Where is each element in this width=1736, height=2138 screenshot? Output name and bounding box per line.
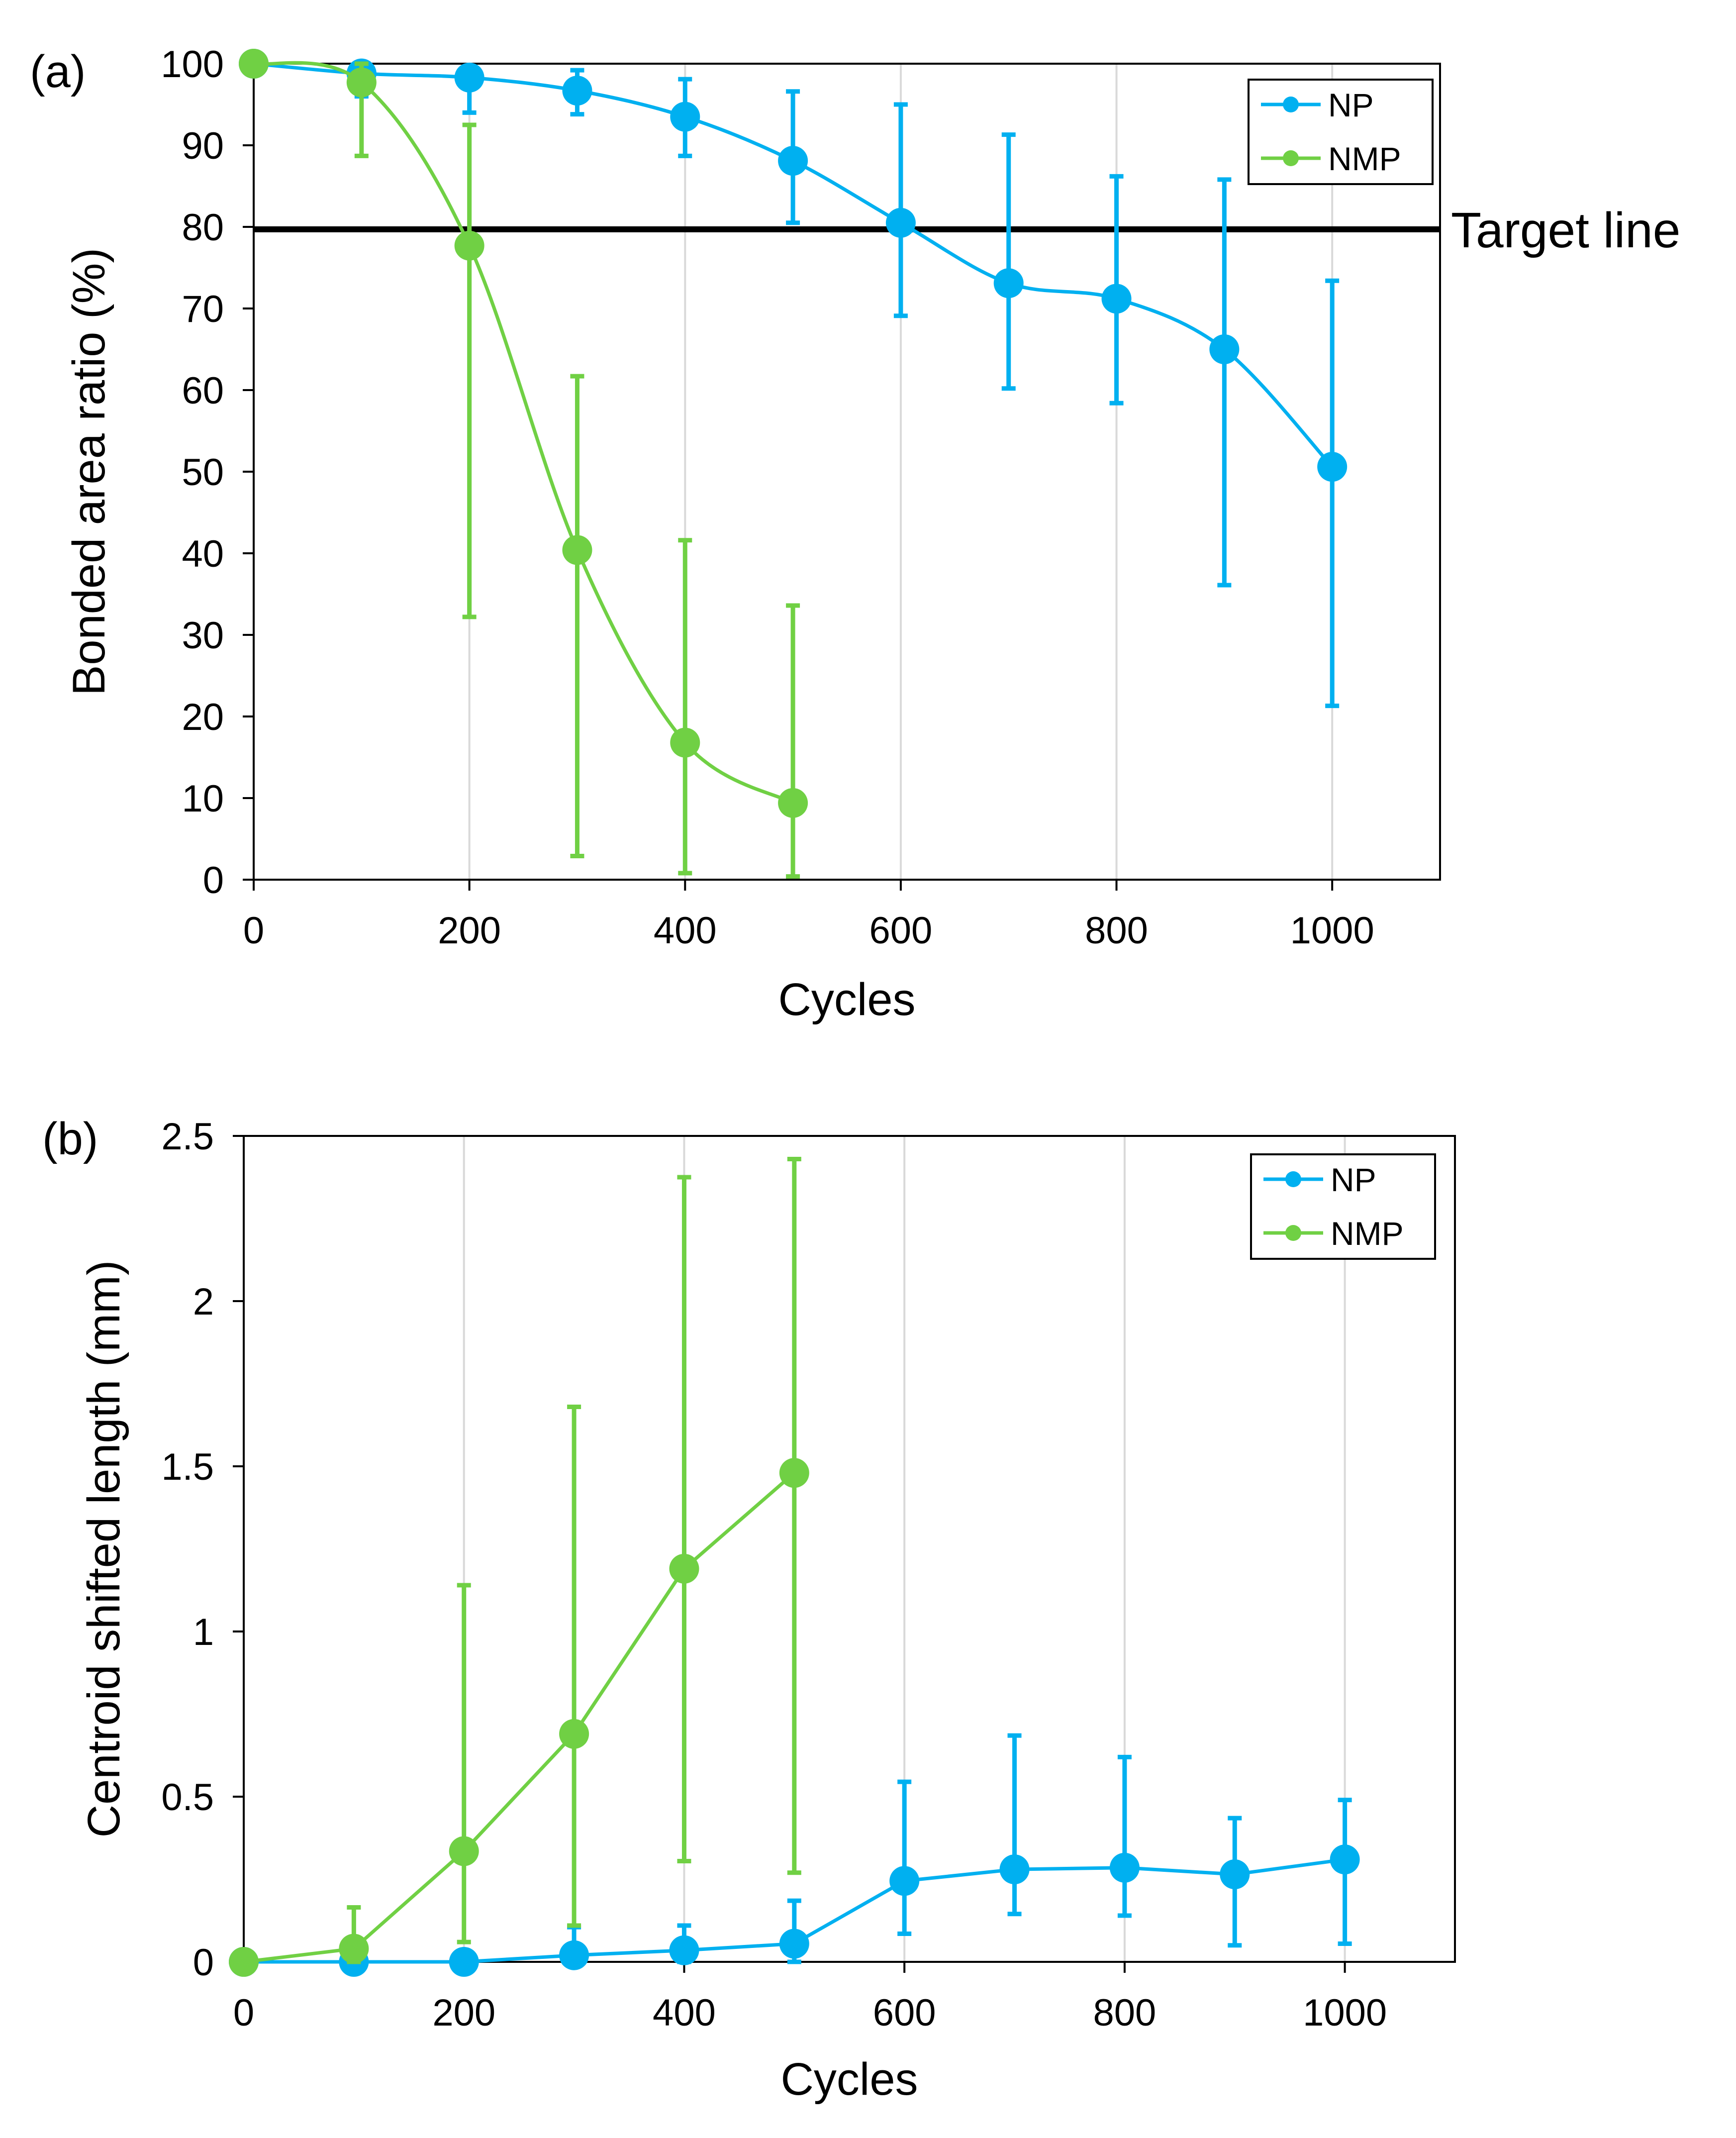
series-nmp [229,1156,809,1977]
y-tick-label: 20 [182,696,224,738]
legend-label-nmp: NMP [1331,1215,1404,1252]
y-tick-label: 1.5 [161,1446,214,1488]
legend-swatch-marker [1283,97,1299,112]
x-tick-label: 600 [869,910,933,952]
data-point [239,49,269,79]
panel-a-label: (a) [30,46,86,97]
panel-b-x-tick-labels: 0 200 400 600 800 1000 [233,1992,1387,2034]
y-tick-label: 90 [182,125,224,167]
data-point [670,102,700,132]
legend-box [1250,1153,1436,1260]
panel-b-plot-frame [243,1135,1456,1963]
y-tick-label: 40 [182,533,224,575]
target-line-label: Target line [1451,203,1680,258]
data-point [449,1947,479,1977]
series-nmp [239,49,808,879]
data-point [454,62,484,93]
series-line-np [253,62,1334,468]
x-tick-label: 400 [653,1992,716,2034]
x-tick-label: 800 [1093,1992,1157,2034]
data-point [1209,334,1240,364]
panel-a-y-axis-title: Bonded area ratio (%) [64,248,114,696]
data-point [559,1940,589,1970]
y-tick-label: 70 [182,288,224,330]
x-tick-label: 600 [873,1992,936,2034]
panel-a-legend: NP NMP [1248,79,1434,185]
data-point [449,1836,479,1866]
data-point [779,1458,809,1488]
panel-a-series [239,49,1348,879]
series-np [239,49,1348,709]
panel-a-x-tick-labels: 0 200 400 600 800 1000 [243,910,1374,952]
legend-swatch-marker [1285,1225,1301,1241]
data-point [1109,1852,1140,1883]
x-tick-label: 200 [438,910,501,952]
data-point [562,535,592,565]
panel-a-plot-frame [253,63,1441,881]
data-point [778,788,808,818]
y-tick-label: 10 [182,778,224,820]
data-point [1330,1844,1360,1875]
y-tick-label: 0 [203,859,224,902]
data-point [229,1947,259,1977]
y-tick-label: 80 [182,206,224,249]
panel-b-x-axis-title: Cycles [780,2054,918,2105]
y-tick-label: 100 [161,43,224,86]
legend-label-np: NP [1328,87,1374,123]
panel-b-legend: NP NMP [1250,1153,1436,1260]
data-point [885,207,916,238]
y-tick-label: 2.5 [161,1116,214,1158]
y-tick-label: 30 [182,614,224,657]
data-point [993,268,1024,299]
y-tick-label: 2 [193,1281,214,1323]
legend-box [1248,79,1434,185]
x-tick-label: 200 [432,1992,495,2034]
panel-b-chart: 0 200 400 600 800 1000 0 0.5 1 1.5 2 2.5… [42,1114,1456,2105]
legend-swatch-marker [1283,150,1299,166]
data-point [889,1866,920,1896]
panel-a-chart: 0 200 400 600 800 1000 0 10 20 30 40 50 … [30,43,1680,1025]
data-point [778,146,808,176]
x-tick-label: 0 [243,910,264,952]
data-point [779,1929,809,1959]
y-tick-label: 0.5 [161,1776,214,1819]
panel-b-label: (b) [42,1114,98,1164]
data-point [669,1553,699,1584]
data-point [999,1854,1030,1885]
x-tick-label: 800 [1085,910,1148,952]
x-tick-label: 0 [233,1992,254,2034]
data-point [454,230,484,261]
panel-a-y-tick-labels: 0 10 20 30 40 50 60 70 80 90 100 [161,43,224,902]
x-tick-label: 400 [654,910,717,952]
panel-b-y-tick-labels: 0 0.5 1 1.5 2 2.5 [161,1116,214,1984]
legend-label-nmp: NMP [1328,140,1401,177]
legend-label-np: NP [1331,1161,1376,1198]
y-tick-label: 60 [182,370,224,412]
data-point [1220,1859,1250,1890]
data-point [1101,284,1132,314]
data-point [346,67,377,98]
panel-b-y-axis-title: Centroid shifted length (mm) [79,1260,129,1838]
data-point [670,727,700,758]
x-tick-label: 1000 [1290,910,1374,952]
y-tick-label: 50 [182,451,224,494]
panel-a-x-axis-title: Cycles [778,974,915,1025]
panel-b-series [229,1156,1360,1977]
x-tick-label: 1000 [1303,1992,1387,2034]
data-point [559,1719,589,1749]
data-point [562,76,592,106]
y-tick-label: 0 [193,1941,214,1984]
data-point [1317,452,1348,482]
data-point [669,1935,699,1965]
legend-swatch-marker [1285,1171,1301,1187]
series-line-nmp [243,1471,796,1964]
data-point [339,1934,369,1964]
y-tick-label: 1 [193,1611,214,1653]
